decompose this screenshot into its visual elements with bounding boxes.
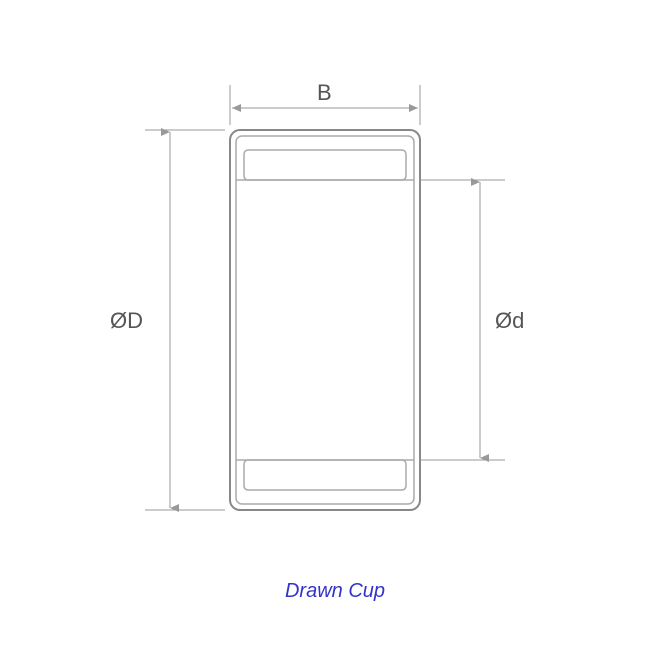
roller-top [244,150,406,180]
cup-outer [230,130,420,510]
roller-bottom [244,460,406,490]
diagram-caption: Drawn Cup [0,580,670,603]
diagram-container: B ØD Ød Drawn Cup [0,0,670,670]
dim-b-label: B [317,80,332,105]
dim-d-label: Ød [495,308,524,333]
dim-D-label: ØD [110,308,143,333]
cup-inner [236,136,414,504]
bearing-diagram-svg: B ØD Ød [0,0,670,670]
